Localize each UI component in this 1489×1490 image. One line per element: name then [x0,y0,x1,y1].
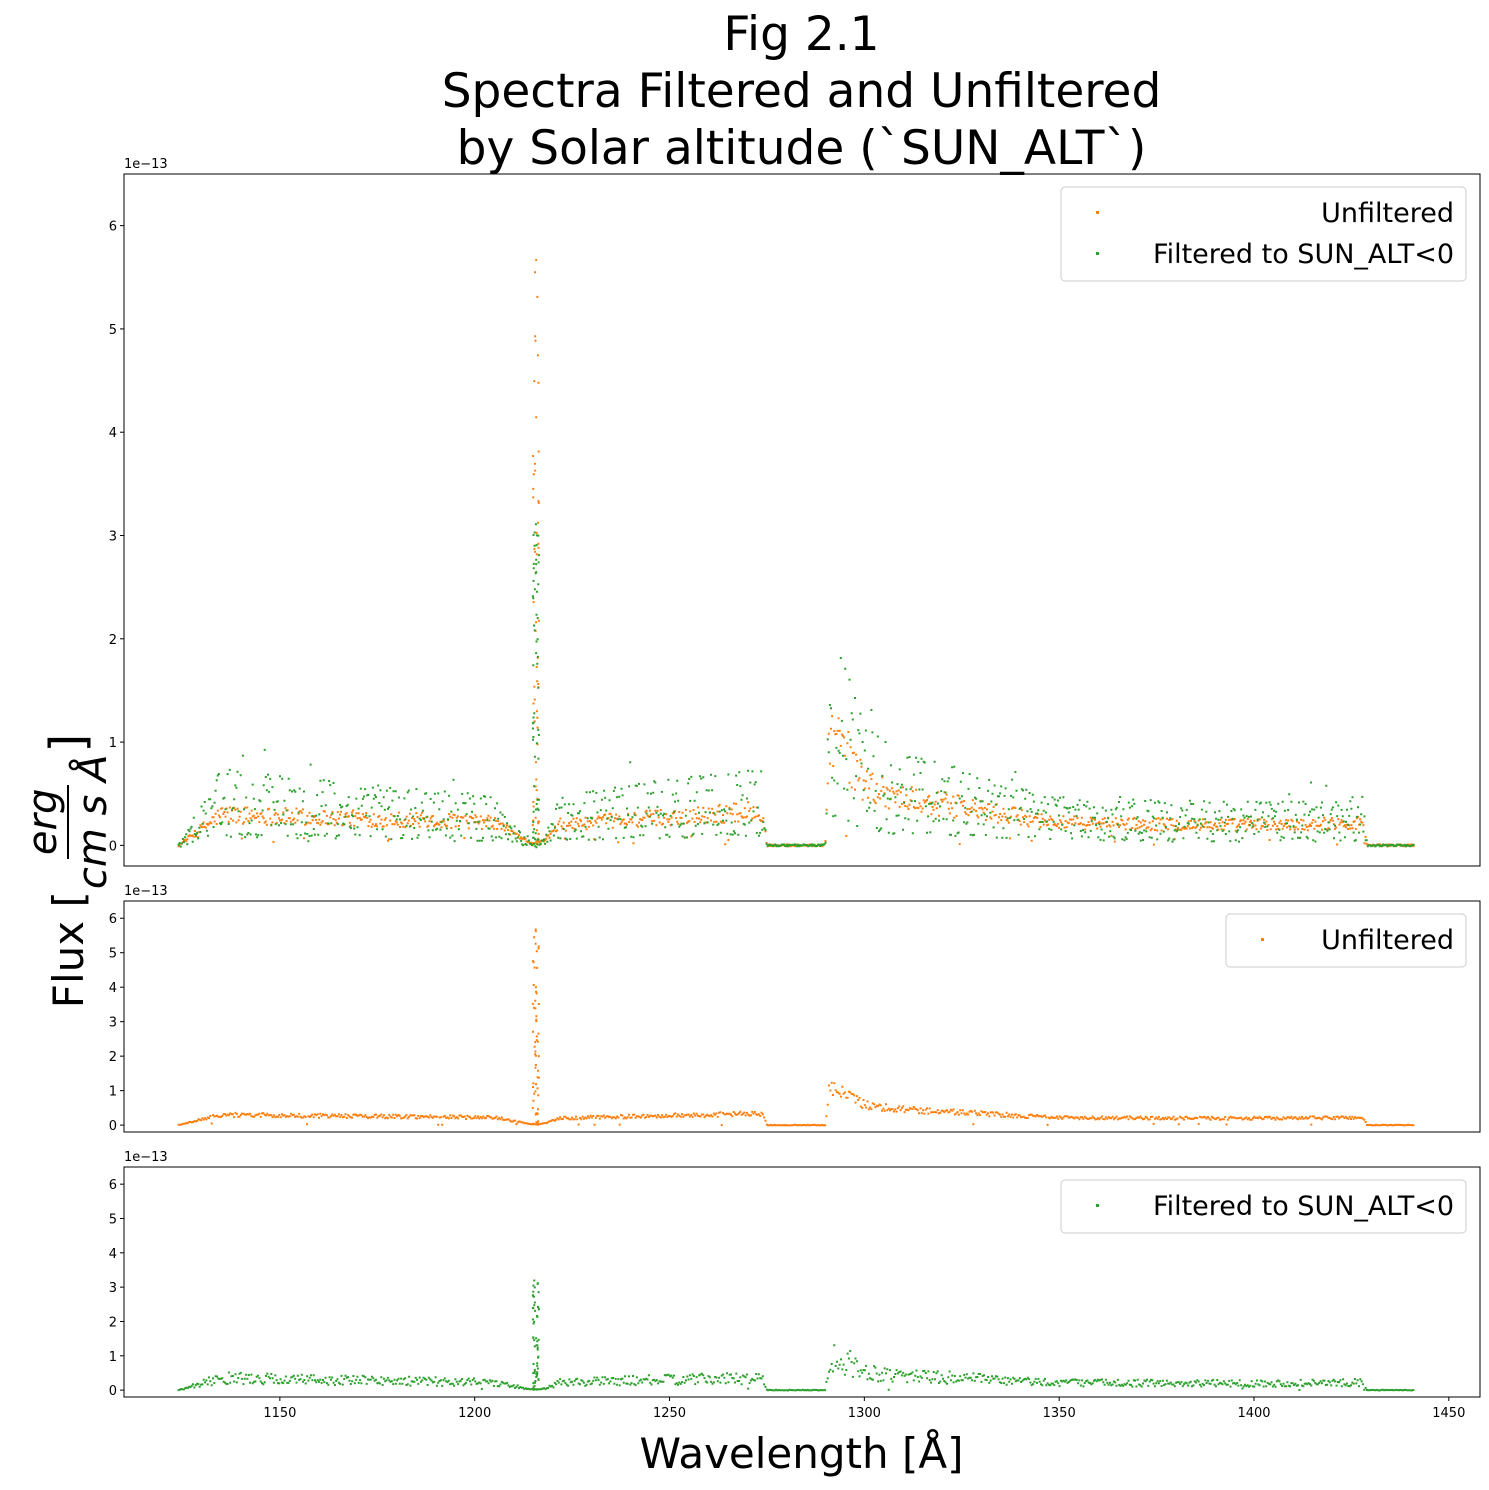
legend-label: Unfiltered [1321,198,1454,229]
legend-marker [1096,211,1099,214]
panel-bottom: 0 1 2 3 4 5 6 1e−13 1150 1200 1250 1300 1350 1400 1450… [109,1150,1481,1421]
y-tick-label: 4 [109,1247,117,1262]
x-tick-label: 1300 [848,1406,881,1421]
x-tick-label: 1250 [653,1406,686,1421]
y-tick-label: 5 [109,1212,117,1227]
y-tick-label: 0 [109,1119,117,1134]
y-axis-unit-numerator: erg [20,784,69,860]
legend: Unfiltered Filtered to SUN_ALT<0 [1060,186,1467,282]
panel-top-points [177,258,1415,849]
series-filtered-points [177,523,1415,849]
title-line-1: Fig 2.1 [723,7,880,62]
panel-top: 0 1 2 3 4 5 6 1e−13 Unfiltered Filtered to SUN_AL… [109,157,1481,867]
chart-title: Fig 2.1 Spectra Filtered and Unfiltered … [0,6,1489,177]
y-tick-label: 6 [109,912,117,927]
y-axis-label-suffix: ] [40,733,96,753]
legend: Unfiltered [1225,913,1467,968]
y-tick-label: 3 [109,529,117,544]
y-tick-label: 1 [109,736,117,751]
y-tick-label: 2 [109,633,117,648]
y-axis-unit-denominator: cm s Å [70,754,116,890]
y-tick-label: 0 [109,1384,117,1399]
x-tick-label: 1400 [1237,1406,1270,1421]
x-tick-label: 1350 [1043,1406,1076,1421]
x-tick-label: 1150 [263,1406,296,1421]
series-points-path [177,523,1415,849]
y-multiplier-label: 1e−13 [124,157,168,172]
panel-frame [123,900,1481,1133]
y-tick-label: 1 [109,1085,117,1100]
legend-marker [1096,1204,1099,1207]
y-tick-label: 3 [109,1281,117,1296]
y-tick-label: 5 [109,323,117,338]
panel-middle: 0 1 2 3 4 5 6 1e−13 Unfiltered [109,884,1481,1134]
y-axis-label: Flux [ erg cm s Å ] [18,726,118,1016]
y-tick-label: 0 [109,839,117,854]
y-axis-unit-fraction: erg cm s Å [20,754,116,890]
y-tick-label: 4 [109,426,117,441]
series-points-path [177,258,1415,848]
x-axis-label: Wavelength [Å] [639,1429,964,1478]
y-tick-label: 5 [109,947,117,962]
series-unfiltered-points [177,258,1415,848]
x-tick-label: 1200 [458,1406,491,1421]
y-axis-label-prefix: Flux [ [43,891,93,1009]
y-tick-label: 3 [109,1016,117,1031]
legend-label: Unfiltered [1321,925,1454,956]
panel-bottom-points [177,1279,1415,1392]
legend: Filtered to SUN_ALT<0 [1060,1179,1467,1234]
y-tick-label: 6 [109,220,117,235]
legend-box [1225,913,1467,968]
y-tick-label: 2 [109,1315,117,1330]
y-multiplier-label: 1e−13 [124,1150,168,1165]
legend-label: Filtered to SUN_ALT<0 [1153,239,1454,270]
title-line-2: Spectra Filtered and Unfiltered [441,64,1162,119]
y-tick-label: 6 [109,1178,117,1193]
series-points-path [177,1279,1415,1392]
y-tick-label: 2 [109,1050,117,1065]
y-tick-label: 4 [109,981,117,996]
x-tick-label: 1450 [1432,1406,1465,1421]
legend-marker [1261,938,1264,941]
panel-frame [123,1166,1481,1398]
y-multiplier-label: 1e−13 [124,884,168,899]
y-tick-label: 1 [109,1350,117,1365]
legend-box [1060,1179,1467,1234]
legend-box [1060,186,1467,282]
series-filtered-points [177,1279,1415,1392]
legend-label: Filtered to SUN_ALT<0 [1153,1191,1454,1222]
title-line-3: by Solar altitude (`SUN_ALT`) [456,121,1147,176]
legend-marker [1096,252,1099,255]
panel-frame [123,173,1481,867]
